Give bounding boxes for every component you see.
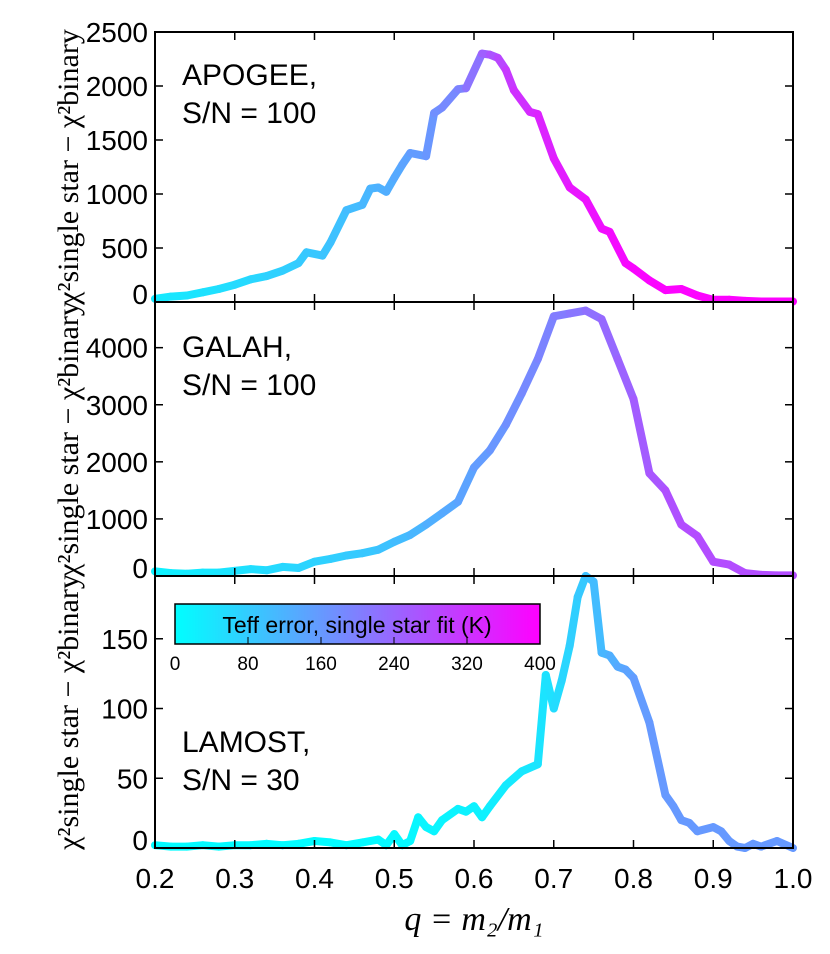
y-tick-label: 3000 [86, 390, 148, 421]
line-segment [645, 718, 670, 799]
colorbar-tick-label: 400 [524, 654, 556, 675]
y-tick-label: 2000 [86, 447, 148, 478]
line-segment [597, 315, 622, 364]
line-segment [605, 227, 630, 268]
panel-label-line1: LAMOST, [182, 726, 310, 759]
y-axis-label-galah: χ²single star − χ²binary [52, 301, 85, 578]
x-axis: 0.2 0.3 0.4 0.5 0.6 0.7 0.8 0.9 1.0 [136, 863, 813, 894]
panel-label-line2: S/N = 30 [182, 764, 300, 797]
colorbar: Teff error, single star fit (K) 0 80 160 24… [170, 603, 556, 675]
line-segment [533, 110, 558, 163]
x-tick-label: 0.4 [295, 863, 334, 894]
y-axis-label-apogee: χ²single star − χ²binary [52, 29, 85, 306]
y-tick-label: 4000 [86, 333, 148, 364]
line-segment [565, 592, 582, 650]
x-tick-label: 1.0 [774, 863, 813, 894]
y-tick-label: 2500 [86, 17, 148, 48]
line-segment [438, 85, 462, 112]
y-axis-apogee: 0 500 1000 1500 2000 2500 [86, 17, 794, 310]
x-axis-label: q = m₂/m₁ [404, 901, 543, 938]
line-segment [422, 109, 439, 161]
panel-label-line1: APOGEE, [182, 59, 317, 92]
panel-galah: 0 1000 2000 3000 4000 GALAH, S/N = 100 χ²sin… [52, 301, 797, 584]
x-tick-label: 0.2 [136, 863, 175, 894]
colorbar-tick-label: 160 [305, 654, 337, 675]
line-segment [454, 463, 478, 506]
line-segment [629, 395, 654, 478]
x-tick-label: 0.6 [455, 863, 494, 894]
x-tick-label: 0.5 [375, 863, 414, 894]
line-segment [549, 154, 574, 192]
line-segment [773, 837, 797, 852]
y-tick-label: 50 [117, 763, 148, 794]
line-segment [485, 420, 510, 455]
y-tick-label: 500 [101, 233, 148, 264]
x-tick-label: 0.3 [215, 863, 254, 894]
y-tick-label: 1500 [86, 125, 148, 156]
colorbar-tick-label: 240 [378, 654, 410, 675]
panel-label-line1: GALAH, [182, 331, 292, 364]
line-segment [557, 641, 574, 685]
y-tick-label: 1000 [86, 179, 148, 210]
y-tick-label: 150 [101, 624, 148, 655]
y-tick-label: 0 [132, 825, 148, 856]
x-tick-label: 0.8 [614, 863, 653, 894]
line-segment [485, 781, 510, 811]
line-segment [509, 86, 534, 116]
y-tick-label: 100 [101, 694, 148, 725]
line-segment [589, 577, 606, 657]
line-segment [533, 671, 550, 769]
panel-apogee: 0 500 1000 1500 2000 2500 APOGEE, S/N = 100 χ… [52, 17, 797, 310]
x-tick-label: 0.7 [534, 863, 573, 894]
line-segment [661, 486, 686, 529]
y-tick-label: 0 [132, 553, 148, 584]
y-axis-label-lamost: χ²single star − χ²binary [52, 574, 85, 851]
panel-label-line2: S/N = 100 [182, 97, 316, 130]
panel-label-line2: S/N = 100 [182, 369, 316, 402]
colorbar-tick-label: 80 [237, 654, 258, 675]
line-segment [613, 355, 638, 403]
y-tick-label: 0 [132, 279, 148, 310]
colorbar-title: Teff error, single star fit (K) [222, 612, 491, 638]
series-line-apogee [151, 49, 797, 306]
line-segment [501, 389, 526, 429]
line-segment [517, 355, 542, 398]
line-segment [462, 49, 486, 93]
line-segment [326, 206, 351, 247]
series-line-lamost [151, 572, 797, 852]
y-axis-galah: 0 1000 2000 3000 4000 [86, 302, 794, 584]
colorbar-gradient [174, 603, 541, 645]
y-tick-label: 2000 [86, 71, 148, 102]
axes-frame-lamost [154, 575, 794, 849]
y-tick-label: 1000 [86, 504, 148, 535]
line-segment [629, 673, 654, 727]
colorbar-tick-label: 320 [451, 654, 483, 675]
line-segment [581, 195, 606, 233]
line-segment [693, 532, 718, 566]
colorbar-tick-label: 0 [170, 654, 181, 675]
colorbar-ticks: 0 80 160 240 320 400 [170, 637, 556, 675]
line-segment [533, 312, 558, 364]
x-tick-label: 0.9 [694, 863, 733, 894]
line-segment [549, 676, 566, 713]
